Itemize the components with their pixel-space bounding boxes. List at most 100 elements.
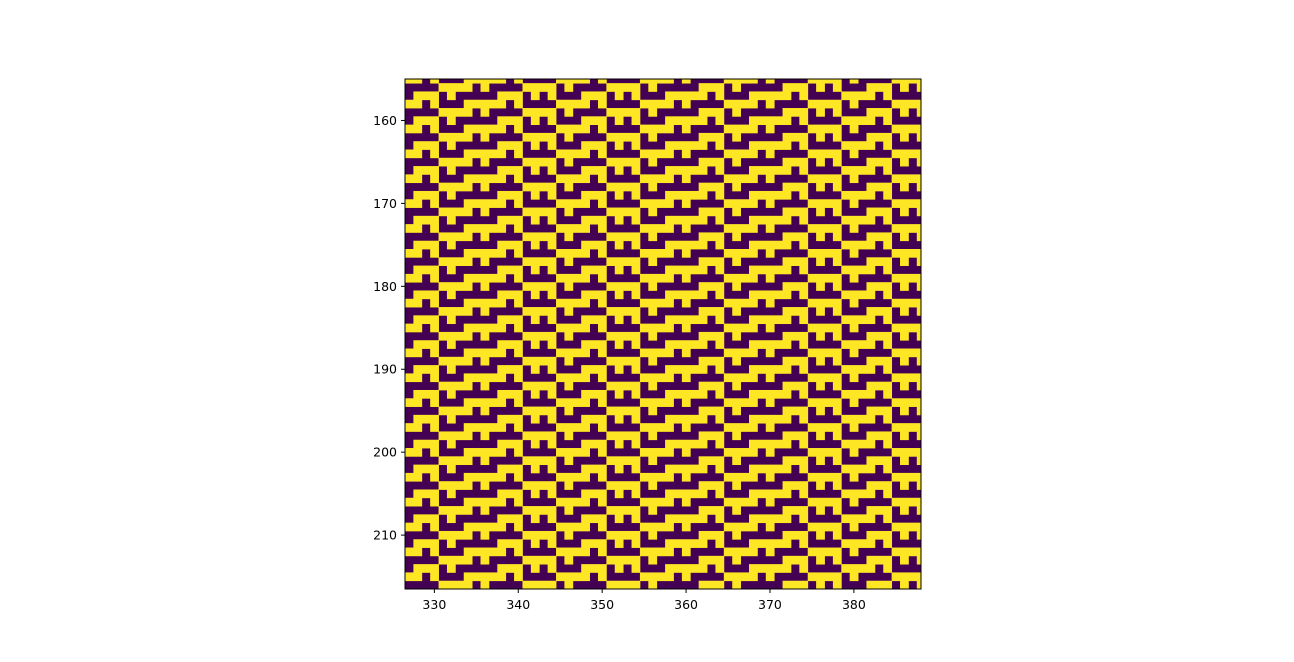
heatmap-cell-run	[606, 356, 641, 366]
heatmap-cell-run	[916, 456, 921, 466]
heatmap-cell-run	[438, 108, 473, 117]
heatmap-cell-run	[606, 257, 641, 266]
heatmap-cell-run	[514, 423, 523, 432]
heatmap-cell-run	[405, 99, 423, 109]
heatmap-cell-run	[413, 141, 439, 150]
heatmap-cell-run	[597, 398, 607, 407]
heatmap-cell-run	[614, 389, 624, 399]
heatmap-cell-run	[765, 298, 775, 308]
heatmap-cell-run	[807, 572, 842, 582]
heatmap-cell-run	[648, 182, 658, 192]
heatmap-cell-run	[639, 373, 674, 383]
heatmap-cell-run	[681, 398, 691, 407]
heatmap-cell-run	[497, 414, 523, 424]
heatmap-cell-run	[639, 323, 674, 333]
heatmap-cell-run	[832, 331, 842, 341]
heatmap-cell-run	[799, 464, 809, 474]
heatmap-cell-run	[665, 315, 708, 325]
heatmap-cell-run	[665, 166, 708, 175]
heatmap-cell-run	[849, 99, 859, 109]
heatmap-cell-run	[891, 398, 921, 407]
heatmap-cell-run	[547, 215, 557, 225]
heatmap-cell-run	[446, 141, 456, 150]
heatmap-cell-run	[648, 331, 658, 341]
heatmap-cell-run	[514, 99, 523, 109]
heatmap-cell-run	[430, 79, 439, 84]
heatmap-cell-run	[530, 514, 540, 524]
heatmap-cell-run	[891, 448, 921, 457]
heatmap-cell-run	[581, 439, 607, 449]
heatmap-cell-run	[405, 224, 423, 233]
heatmap-cell-run	[564, 506, 574, 515]
heatmap-cell-run	[597, 348, 607, 358]
heatmap-cell-run	[522, 481, 557, 490]
heatmap-cell-run	[807, 124, 842, 134]
heatmap-cell-run	[547, 514, 557, 524]
heatmap-cell-run	[405, 124, 423, 134]
heatmap-cell-run	[866, 456, 893, 466]
heatmap-cell-run	[782, 356, 809, 366]
heatmap-cell-run	[639, 174, 674, 184]
heatmap-cell-run	[681, 298, 691, 308]
heatmap-cell-run	[681, 448, 691, 457]
heatmap-cell-run	[556, 149, 590, 159]
heatmap-cell-run	[597, 373, 607, 383]
heatmap-cell-run	[832, 232, 842, 242]
heatmap-cell-run	[883, 414, 893, 424]
heatmap-cell-run	[463, 497, 507, 507]
heatmap-cell-run	[723, 249, 758, 258]
heatmap-cell-run	[681, 249, 691, 258]
heatmap-cell-run	[648, 431, 658, 441]
heatmap-cell-run	[765, 572, 775, 582]
heatmap-cell-run	[530, 315, 540, 325]
heatmap-cell-run	[807, 174, 842, 184]
heatmap-cell-run	[614, 315, 624, 325]
heatmap-cell-run	[732, 456, 742, 466]
heatmap-cell-run	[866, 257, 893, 266]
heatmap-cell-run	[446, 365, 456, 374]
heatmap-cell-run	[581, 215, 607, 225]
heatmap-cell-run	[849, 174, 859, 184]
heatmap-cell-run	[413, 340, 439, 349]
heatmap-cell-run	[765, 547, 775, 557]
heatmap-cell-run	[732, 381, 742, 391]
heatmap-cell-run	[782, 331, 809, 341]
heatmap-cell-run	[866, 506, 893, 515]
heatmap-cell-run	[765, 79, 775, 84]
heatmap-cell-run	[514, 398, 523, 407]
heatmap-cell-run	[530, 439, 540, 449]
heatmap-cell-run	[564, 406, 574, 416]
heatmap-cell-run	[916, 555, 921, 565]
heatmap-cell-run	[564, 132, 574, 142]
heatmap-cell-run	[807, 249, 842, 258]
heatmap-cell-run	[564, 307, 574, 316]
heatmap-cell-run	[891, 522, 921, 532]
heatmap-cell-run	[665, 389, 708, 399]
y-tick-label: 210	[373, 528, 397, 543]
heatmap-cell-run	[405, 199, 423, 208]
heatmap-cell-run	[430, 373, 439, 383]
heatmap-cell-run	[816, 83, 825, 92]
heatmap-cell-run	[681, 149, 691, 159]
heatmap-cell-run	[430, 298, 439, 308]
heatmap-cell-run	[446, 489, 456, 499]
heatmap-cell-run	[681, 472, 691, 482]
heatmap-cell-run	[631, 215, 641, 225]
heatmap-cell-run	[564, 331, 574, 341]
heatmap-cell-run	[900, 406, 909, 416]
heatmap-cell-run	[438, 530, 473, 540]
heatmap-cell-run	[715, 539, 725, 548]
heatmap-cell-run	[841, 290, 876, 300]
heatmap-cell-run	[639, 348, 674, 358]
y-axis: 160 170 180 190 200 210	[373, 113, 405, 543]
heatmap-cell-run	[698, 307, 725, 316]
heatmap-cell-run	[413, 414, 439, 424]
heatmap-cell-run	[530, 414, 540, 424]
heatmap-cell-run	[556, 224, 590, 233]
heatmap-cell-run	[480, 331, 490, 341]
heatmap-cell-run	[841, 315, 876, 325]
heatmap-cell-run	[497, 539, 523, 548]
heatmap-cell-run	[749, 539, 792, 548]
heatmap-cell-run	[916, 257, 921, 266]
heatmap-cell-run	[732, 307, 742, 316]
